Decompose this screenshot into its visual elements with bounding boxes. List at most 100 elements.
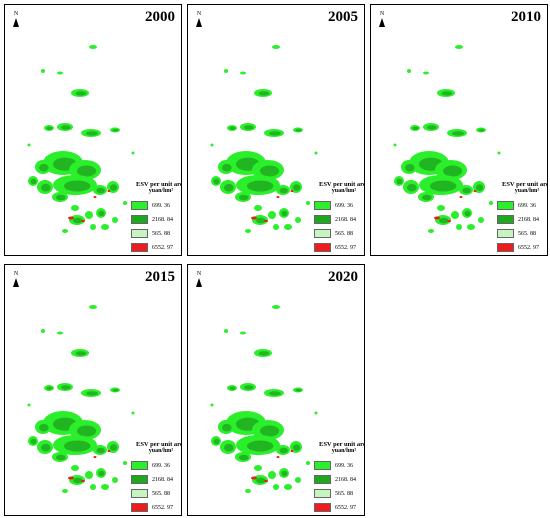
- island-area-high: [439, 217, 449, 224]
- island-area: [112, 477, 118, 483]
- legend-item: 565. 88: [131, 228, 181, 239]
- island-area-high: [396, 178, 403, 185]
- legend-label: 699. 36: [335, 202, 353, 209]
- island-area: [89, 305, 97, 309]
- island-area-high: [30, 178, 37, 185]
- island-area: [489, 201, 493, 205]
- map-panel-2015: N 2015 ESV per unit area yuan/hm² 699. 36 216…: [4, 264, 182, 516]
- arrow-icon: [13, 278, 19, 287]
- island-area: [224, 329, 228, 333]
- legend-item: 565. 88: [131, 488, 181, 499]
- island-area: [62, 229, 68, 233]
- legend-swatch: [131, 243, 148, 252]
- island-area-red: [459, 196, 463, 198]
- legend-item: 699. 36: [131, 200, 181, 211]
- island-area: [41, 69, 45, 73]
- island-area: [467, 224, 475, 230]
- island-area: [123, 201, 127, 205]
- legend-unit: yuan/hm²: [148, 448, 174, 454]
- island-area-red: [434, 216, 440, 220]
- island-area: [210, 403, 214, 407]
- legend-item: 565. 88: [497, 228, 547, 239]
- legend-swatch: [314, 489, 331, 498]
- legend: ESV per unit area yuan/hm² 699. 36 2168. 84…: [314, 441, 364, 515]
- legend-label: 2168. 84: [335, 476, 356, 483]
- island-area-high: [279, 187, 288, 194]
- north-label: N: [196, 271, 202, 277]
- legend-item: 2168. 84: [314, 474, 364, 485]
- island-area: [90, 484, 96, 490]
- island-area: [210, 143, 214, 147]
- north-label: N: [13, 271, 19, 277]
- island-area-high: [443, 165, 463, 177]
- island-area-red: [81, 220, 85, 222]
- island-area-high: [73, 217, 83, 224]
- island-area: [71, 465, 79, 471]
- island-area-red: [107, 190, 111, 192]
- legend-item: 565. 88: [314, 228, 364, 239]
- island-area-high: [412, 126, 419, 130]
- island-area-high: [293, 184, 301, 191]
- island-area-high: [229, 126, 236, 130]
- island-area-high: [61, 125, 71, 130]
- island-area: [284, 224, 292, 230]
- island-area: [101, 224, 109, 230]
- island-area-high: [422, 194, 432, 201]
- island-area-high: [222, 163, 232, 172]
- island-area-high: [112, 128, 119, 132]
- legend-unit: yuan/hm²: [514, 188, 540, 194]
- arrow-icon: [379, 18, 385, 27]
- legend-title: ESV per unit area: [135, 441, 182, 448]
- legend-unit: yuan/hm²: [331, 448, 357, 454]
- legend-title: ESV per unit area: [501, 181, 548, 188]
- island-area: [268, 471, 276, 479]
- legend-item: 2168. 84: [497, 214, 547, 225]
- island-area: [224, 69, 228, 73]
- island-area-high: [281, 470, 288, 477]
- island-area: [245, 489, 251, 493]
- island-map: [210, 45, 318, 233]
- legend-unit: yuan/hm²: [331, 188, 357, 194]
- island-area-high: [30, 438, 37, 445]
- north-arrow-icon: N: [194, 271, 204, 287]
- island-area: [85, 471, 93, 479]
- legend-item: 699. 36: [314, 200, 364, 211]
- north-label: N: [13, 11, 19, 17]
- map-panel-2000: N 2000 ESV per unit area yuan/hm² 699. 36 216…: [4, 4, 182, 256]
- island-area-high: [269, 131, 281, 136]
- island-area-red: [93, 456, 97, 458]
- island-area-high: [77, 425, 97, 437]
- island-area-high: [77, 165, 97, 177]
- island-area: [27, 403, 31, 407]
- island-area: [245, 229, 251, 233]
- legend-item: 699. 36: [497, 200, 547, 211]
- legend-swatch: [131, 503, 148, 512]
- island-area-high: [63, 180, 91, 192]
- island-area-red: [251, 216, 257, 220]
- island-area-high: [98, 470, 105, 477]
- island-area-high: [86, 131, 98, 136]
- island-area: [89, 45, 97, 49]
- island-area-high: [244, 125, 254, 130]
- island-area-high: [46, 126, 53, 130]
- island-area-high: [222, 423, 232, 432]
- island-area-red: [251, 476, 257, 480]
- island-area-high: [256, 217, 266, 224]
- island-area: [314, 411, 318, 415]
- legend: ESV per unit area yuan/hm² 699. 36 2168. 84…: [131, 441, 182, 515]
- legend-label: 6552. 97: [518, 244, 539, 251]
- legend-swatch: [314, 243, 331, 252]
- arrow-icon: [196, 278, 202, 287]
- legend-item: 6552. 97: [314, 242, 364, 253]
- island-area-red: [290, 190, 294, 192]
- island-area: [393, 143, 397, 147]
- legend-item: 699. 36: [314, 460, 364, 471]
- island-area-high: [41, 443, 51, 452]
- legend-item: 2168. 84: [131, 214, 181, 225]
- island-area-high: [256, 477, 266, 484]
- north-label: N: [196, 11, 202, 17]
- island-area-high: [430, 180, 457, 192]
- map-year-label: 2000: [145, 9, 175, 25]
- legend-label: 565. 88: [518, 230, 536, 237]
- island-area-high: [258, 351, 270, 356]
